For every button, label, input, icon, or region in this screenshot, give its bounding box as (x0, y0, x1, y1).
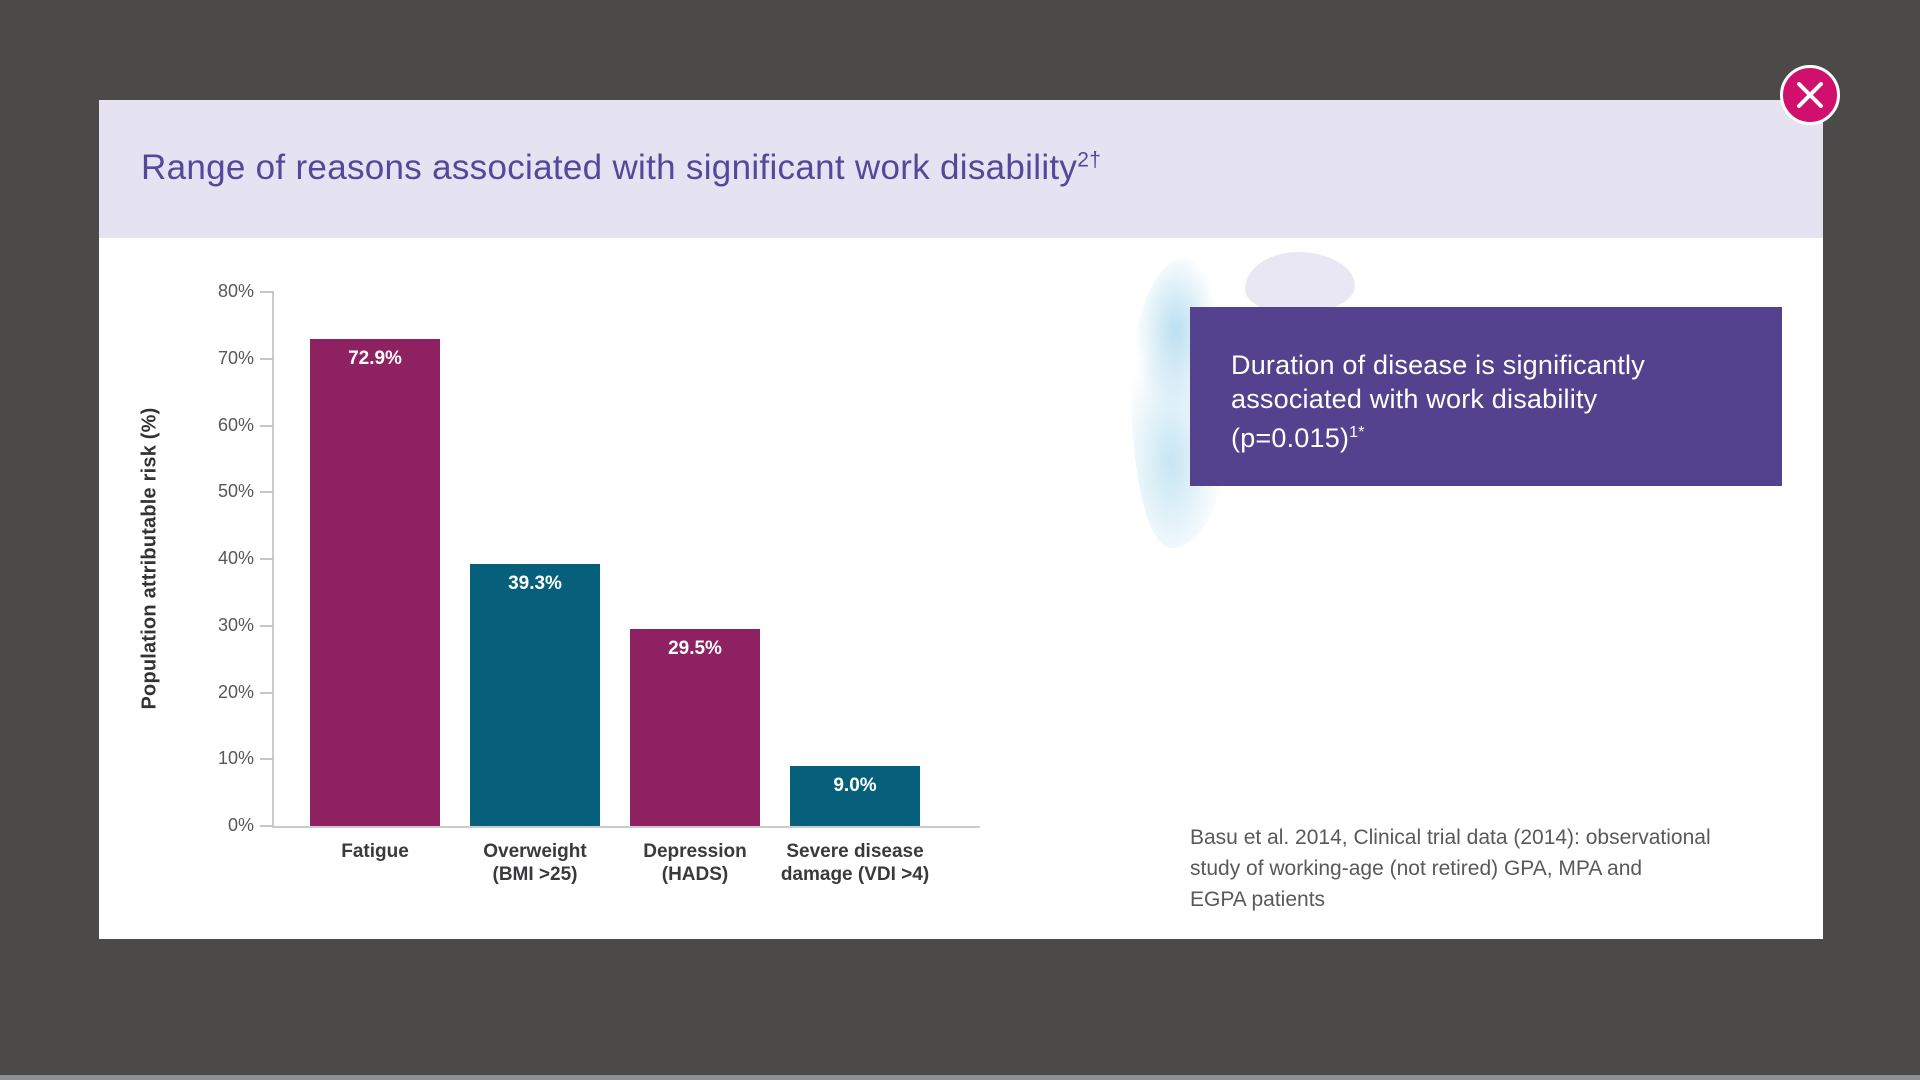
y-axis-tick-label: 0% (227, 815, 254, 835)
bar-value-label: 9.0% (833, 774, 877, 796)
bar: 9.0% (790, 765, 920, 826)
bar: 39.3% (470, 563, 600, 826)
x-axis-category-label: Overweight (BMI >25) (483, 841, 587, 885)
close-button[interactable] (1780, 65, 1840, 125)
y-axis-tick-label: 10% (217, 748, 254, 769)
y-axis-tick-label: 80% (217, 281, 254, 301)
y-axis-tick-label: 40% (217, 548, 254, 568)
slide-card: Range of reasons associated with signifi… (99, 100, 1823, 939)
bar-chart: Population attributable risk (%) 0% 10% 20… (99, 100, 1823, 939)
y-axis-tick-label: 60% (217, 414, 254, 435)
bar: 72.9% (310, 339, 440, 826)
x-axis-category-label: Depression (HADS) (643, 841, 747, 885)
bar-value-label: 29.5% (668, 638, 722, 660)
slide-header: Range of reasons associated with signifi… (99, 100, 1823, 238)
y-axis-tick-label: 30% (217, 614, 254, 635)
watercolor-lavender-decoration (1245, 252, 1355, 314)
y-axis-tick-mark (260, 558, 274, 560)
close-icon (1797, 82, 1823, 108)
callout-text: Duration of disease is significantly (1231, 350, 1645, 380)
y-axis-tick-mark (260, 424, 274, 427)
callout-text: (p=0.015)1* (1231, 423, 1365, 453)
callout-superscript: 1* (1349, 424, 1365, 441)
y-axis-tick-mark (260, 825, 274, 827)
y-axis-tick-label: 70% (217, 347, 254, 368)
y-axis-tick-label: 50% (217, 481, 254, 502)
callout-text: associated with work disability (1231, 384, 1598, 414)
y-axis-tick-mark (260, 758, 274, 761)
y-axis-tick-mark (260, 291, 274, 293)
y-axis-tick-mark (260, 691, 274, 694)
y-axis-tick-mark (260, 491, 274, 494)
x-axis-line (272, 826, 980, 828)
slide-title: Range of reasons associated with signifi… (141, 148, 1101, 188)
bar: 29.5% (630, 629, 760, 826)
bottom-edge-strip (0, 1075, 1920, 1080)
y-axis-tick-label: 20% (217, 681, 254, 702)
bar-value-label: 39.3% (508, 572, 562, 594)
citation-text: Basu et al. 2014, Clinical trial data (2… (1190, 826, 1711, 911)
y-axis-tick-mark (260, 357, 274, 360)
x-axis-category-label: Fatigue (341, 841, 409, 862)
y-axis-tick-mark (260, 624, 274, 627)
x-axis-category-label: Severe disease damage (VDI >4) (780, 841, 930, 885)
slide-title-text: Range of reasons associated with signifi… (141, 148, 1078, 187)
callout-box: Duration of disease is significantly ass… (1190, 307, 1782, 486)
title-superscript: 2† (1077, 148, 1102, 172)
bar-value-label: 72.9% (348, 348, 402, 370)
